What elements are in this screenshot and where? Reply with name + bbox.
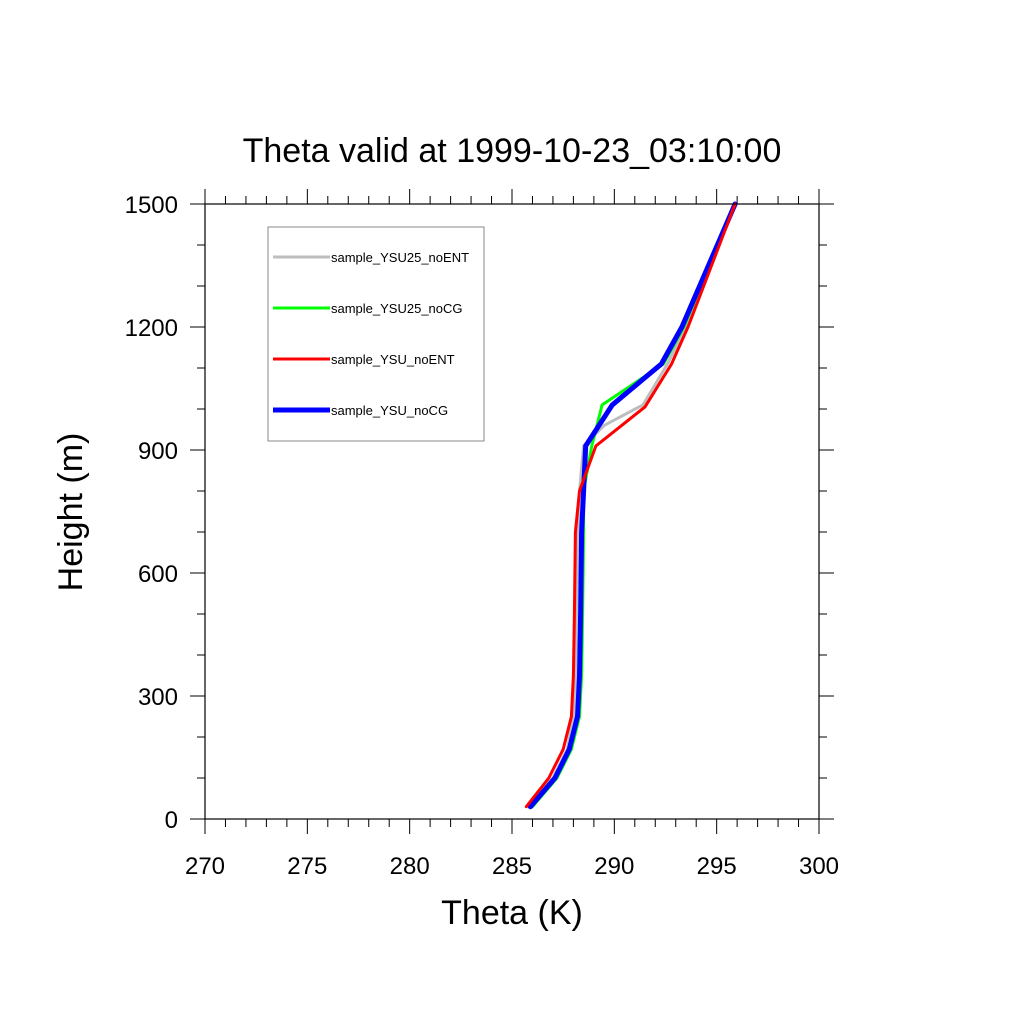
y-tick-label: 1500 (125, 192, 178, 219)
x-tick-label: 275 (287, 853, 327, 880)
y-tick-label: 0 (165, 807, 178, 834)
legend-label: sample_YSU25_noENT (331, 250, 469, 265)
legend: sample_YSU25_noENT sample_YSU25_noCGsampl… (267, 226, 485, 442)
legend-label: sample_YSU_noENT (331, 352, 455, 367)
y-tick-label: 1200 (125, 315, 178, 342)
x-tick-label: 280 (390, 853, 430, 880)
plot-frame (204, 203, 820, 820)
series-lines (524, 201, 738, 810)
x-tick-label: 290 (594, 853, 634, 880)
chart-title: Theta valid at 1999-10-23_03:10:00 (243, 132, 782, 170)
legend-box (267, 226, 485, 442)
series-line-sample_YSU_noENT (524, 202, 737, 809)
y-tick-label: 900 (138, 438, 178, 465)
x-tick-label: 300 (799, 853, 839, 880)
tick-labels: 270 275 280 285 290 295 300 0 300 600 900 1200 1500 (125, 192, 839, 880)
x-tick-label: 295 (697, 853, 737, 880)
x-axis-label: Theta (K) (441, 894, 583, 932)
y-axis-label: Height (m) (52, 433, 90, 592)
series-line-sample_YSU_noCG (527, 201, 738, 810)
legend-label: sample_YSU25_noCG (331, 301, 463, 316)
series-line-sample_YSU25_noCG (531, 202, 737, 809)
legend-label: sample_YSU_noCG (331, 403, 448, 418)
y-tick-label: 300 (138, 684, 178, 711)
x-tick-label: 285 (492, 853, 532, 880)
series-line-sample_YSU25_noENT (526, 202, 737, 809)
axis-ticks (190, 189, 834, 834)
y-tick-label: 600 (138, 561, 178, 588)
x-tick-label: 270 (185, 853, 225, 880)
